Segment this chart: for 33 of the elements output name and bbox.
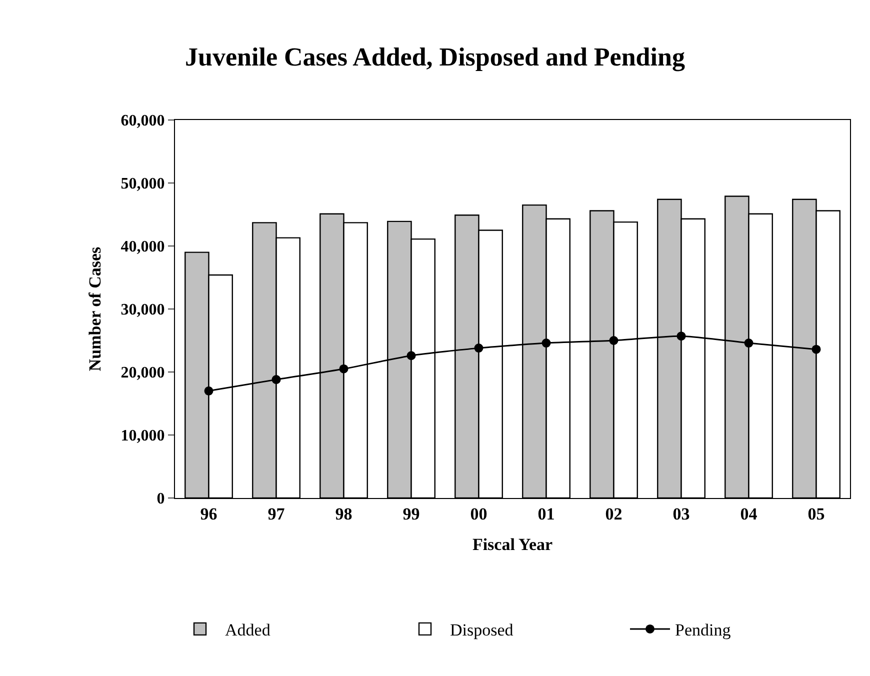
legend-label: Added bbox=[225, 620, 271, 640]
point bbox=[474, 344, 484, 353]
x-tick-label: 04 bbox=[740, 504, 758, 524]
point bbox=[744, 338, 754, 348]
point bbox=[812, 344, 821, 354]
point bbox=[339, 364, 348, 374]
legend-label: Pending bbox=[675, 620, 732, 640]
x-tick-label: 97 bbox=[268, 504, 286, 524]
y-axis-title: Number of Cases bbox=[85, 246, 104, 372]
legend-label: Disposed bbox=[450, 620, 514, 640]
y-tick-label: 10,000 bbox=[120, 428, 165, 445]
y-tick-label: 40,000 bbox=[120, 238, 165, 256]
point bbox=[609, 336, 618, 345]
x-tick-label: 96 bbox=[200, 504, 218, 524]
point bbox=[204, 386, 214, 396]
point bbox=[676, 332, 686, 341]
y-tick-label: 50,000 bbox=[120, 176, 165, 193]
x-tick-label: 01 bbox=[538, 504, 555, 524]
x-axis-title: Fiscal Year bbox=[472, 534, 553, 554]
x-tick-label: 98 bbox=[335, 504, 352, 524]
x-tick-label: 00 bbox=[470, 504, 488, 524]
x-tick-label: 03 bbox=[672, 504, 690, 524]
y-tick-label: 30,000 bbox=[120, 302, 165, 319]
chart-title: Juvenile Cases Added, Disposed and Pending bbox=[185, 42, 685, 72]
x-tick-label: 02 bbox=[605, 504, 622, 524]
x-tick-label: 05 bbox=[808, 504, 825, 524]
y-tick-label: 60,000 bbox=[120, 112, 165, 130]
x-tick-label: 99 bbox=[402, 504, 420, 524]
y-tick-label: 0 bbox=[156, 490, 165, 508]
point bbox=[272, 375, 281, 384]
y-tick-label: 20,000 bbox=[120, 364, 165, 382]
point bbox=[542, 338, 551, 348]
point bbox=[406, 351, 416, 360]
